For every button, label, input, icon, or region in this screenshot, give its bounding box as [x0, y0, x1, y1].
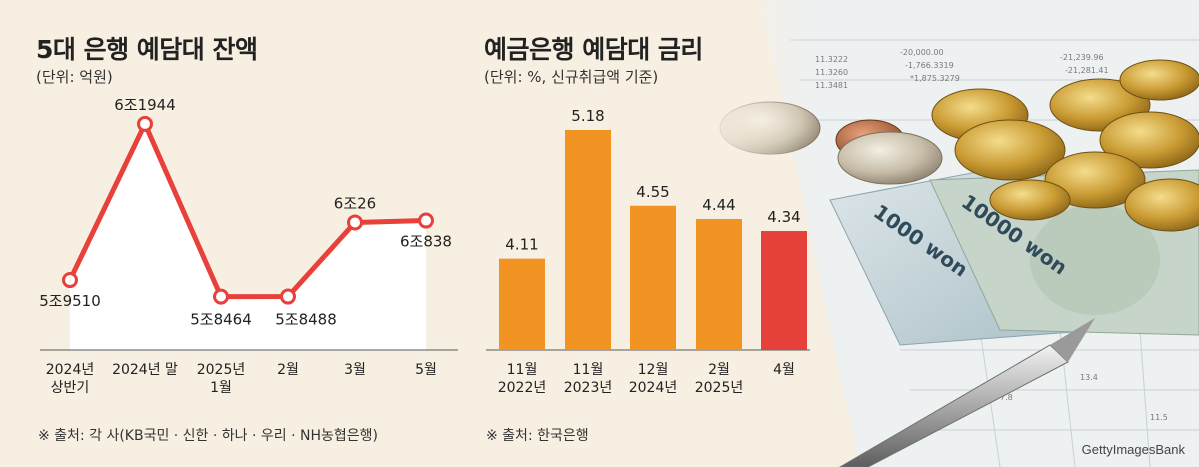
bar-value-label: 4.34	[767, 208, 800, 226]
bar-chart: 4.11 11월 2022년 5.18 11월 2023년 4.55 12월 2024년 4.44…	[486, 107, 810, 396]
photo-credit: GettyImagesBank	[1081, 442, 1185, 457]
line-value-label: 6조1944	[114, 96, 176, 114]
left-chart-title: 5대 은행 예담대 잔액	[36, 35, 258, 64]
svg-text:-21,239.96: -21,239.96	[1060, 53, 1104, 62]
bar	[630, 205, 676, 350]
svg-text:-1,766.3319: -1,766.3319	[905, 61, 954, 70]
bar	[761, 231, 807, 350]
left-chart-source: ※ 출처: 각 사(KB국민 · 신한 · 하나 · 우리 · NH농협은행)	[38, 428, 378, 444]
svg-text:11.3222: 11.3222	[815, 55, 848, 64]
line-point	[213, 288, 229, 305]
svg-text:13.4: 13.4	[1080, 373, 1098, 382]
right-chart-unit: (단위: %, 신규취급액 기준)	[484, 68, 659, 86]
bar-value-label: 5.18	[571, 107, 604, 125]
svg-text:-21,281.41: -21,281.41	[1065, 66, 1109, 75]
x-tick-label: 5월	[415, 362, 437, 378]
bar	[499, 258, 545, 350]
line-point	[418, 212, 434, 229]
svg-text:7.8: 7.8	[1000, 393, 1013, 402]
x-tick-label: 11월 2023년	[564, 362, 613, 396]
line-chart: 5조9510 6조1944 5조8464 5조8488 6조26 6조838 2024년 상반…	[39, 96, 458, 396]
x-tick-label: 3월	[344, 362, 366, 378]
line-series	[67, 121, 427, 300]
line-value-label: 6조838	[400, 233, 452, 251]
line-value-label: 5조9510	[39, 292, 101, 310]
svg-text:*1,875.3279: *1,875.3279	[910, 74, 960, 83]
x-tick-label: 2025년 1월	[197, 362, 246, 396]
line-point	[137, 115, 153, 132]
left-chart-unit: (단위: 억원)	[36, 68, 113, 86]
x-tick-label: 2024년 말	[112, 362, 178, 378]
svg-text:11.5: 11.5	[1150, 413, 1168, 422]
line-point	[347, 214, 363, 231]
x-tick-label: 2024년 상반기	[46, 362, 95, 396]
x-tick-label: 4월	[773, 362, 795, 378]
line-point	[62, 272, 78, 289]
x-tick-label: 12월 2024년	[629, 362, 678, 396]
svg-text:11.3481: 11.3481	[815, 81, 848, 90]
bar	[696, 218, 742, 350]
line-value-label: 5조8464	[190, 311, 252, 329]
line-value-label: 5조8488	[275, 311, 337, 329]
right-chart-source: ※ 출처: 한국은행	[486, 428, 589, 444]
x-tick-label: 11월 2022년	[498, 362, 547, 396]
bar-value-label: 4.44	[702, 196, 735, 214]
bar-value-label: 4.55	[636, 183, 669, 201]
x-tick-label: 2월	[277, 362, 299, 378]
right-chart-title: 예금은행 예담대 금리	[484, 35, 703, 64]
svg-text:11.3260: 11.3260	[815, 68, 848, 77]
x-tick-label: 2월 2025년	[695, 362, 744, 396]
svg-text:-20,000.00: -20,000.00	[900, 48, 944, 57]
line-point	[280, 288, 296, 305]
bar-value-label: 4.11	[505, 236, 538, 254]
line-chart-area	[70, 123, 426, 350]
line-value-label: 6조26	[334, 194, 376, 212]
bar	[565, 130, 611, 350]
